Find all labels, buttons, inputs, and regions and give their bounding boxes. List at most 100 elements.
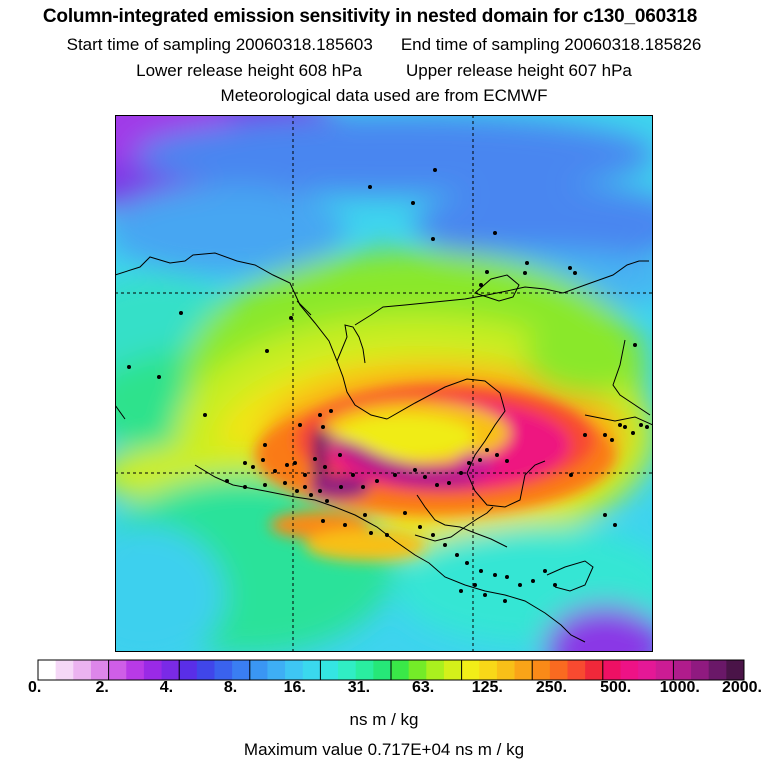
release-site-marker-icon [321, 519, 325, 523]
colorbar-cell [532, 660, 551, 680]
release-site-marker-icon [613, 523, 617, 527]
colorbar-cell [726, 660, 745, 680]
colorbar-tick-label: 125. [472, 679, 503, 695]
colorbar-cell [567, 660, 586, 680]
release-site-marker-icon [505, 575, 509, 579]
release-site-marker-icon [283, 481, 287, 485]
colorbar-cell [214, 660, 233, 680]
colorbar-tick-label: 250. [536, 679, 567, 695]
release-site-marker-icon [338, 453, 342, 457]
release-site-marker-icon [523, 271, 527, 275]
release-site-marker-icon [261, 458, 265, 462]
release-site-marker-icon [485, 270, 489, 274]
met-data-label: Meteorological data used are from ECMWF [220, 86, 548, 105]
release-site-marker-icon [645, 425, 649, 429]
release-site-marker-icon [431, 237, 435, 241]
release-site-marker-icon [285, 463, 289, 467]
release-site-marker-icon [568, 266, 572, 270]
colorbar-cell [585, 660, 604, 680]
release-site-marker-icon [505, 459, 509, 463]
release-site-marker-icon [403, 511, 407, 515]
release-site-marker-icon [459, 589, 463, 593]
release-site-marker-icon [478, 458, 482, 462]
colorbar-tick-label: 1000. [660, 679, 700, 695]
release-site-marker-icon [639, 423, 643, 427]
release-site-marker-icon [455, 553, 459, 557]
colorbar-cell [320, 660, 339, 680]
colorbar-cell [90, 660, 110, 680]
release-site-marker-icon [393, 473, 397, 477]
colorbar-tick-labels: 0. 2. 4. 8. 16. 31. 63. 125. 250. 500. 1000. 2000. [28, 679, 762, 695]
colorbar-cell [196, 660, 215, 680]
release-site-marker-icon [369, 531, 373, 535]
lower-release-label: Lower release height 608 hPa [136, 61, 362, 80]
release-site-marker-icon [467, 461, 471, 465]
release-site-marker-icon [583, 433, 587, 437]
release-site-marker-icon [618, 423, 622, 427]
release-site-marker-icon [225, 479, 229, 483]
release-site-marker-icon [243, 461, 247, 465]
colorbar-tick-label: 2. [96, 679, 109, 695]
release-site-marker-icon [418, 525, 422, 529]
release-site-marker-icon [295, 489, 299, 493]
colorbar-cell [479, 660, 498, 680]
release-site-marker-icon [127, 365, 131, 369]
release-site-marker-icon [435, 483, 439, 487]
release-site-marker-icon [368, 185, 372, 189]
colorbar-cell [496, 660, 516, 680]
colorbar-cell [338, 660, 357, 680]
release-site-marker-icon [473, 583, 477, 587]
colorbar-cell [232, 660, 251, 680]
release-site-marker-icon [179, 311, 183, 315]
release-site-marker-icon [603, 433, 607, 437]
colorbar-cell [73, 660, 92, 680]
colorbar-cells [37, 659, 745, 681]
colorbar-cell [708, 660, 727, 680]
release-site-marker-icon [289, 316, 293, 320]
colorbar-cell [126, 660, 145, 680]
colorbar-cell [55, 660, 74, 680]
release-site-marker-icon [361, 485, 365, 489]
sensitivity-field [115, 115, 653, 652]
colorbar-cell [373, 660, 392, 680]
release-site-marker-icon [495, 453, 499, 457]
release-site-marker-icon [263, 443, 267, 447]
release-site-marker-icon [610, 438, 614, 442]
release-site-marker-icon [313, 457, 317, 461]
colorbar-cell [638, 660, 657, 680]
release-site-marker-icon [479, 283, 483, 287]
colorbar-tick-label: 2000. [722, 679, 762, 695]
colorbar-cell [620, 660, 639, 680]
colorbar-cell [514, 660, 533, 680]
release-site-marker-icon [553, 583, 557, 587]
colorbar-cell [302, 660, 321, 680]
release-site-marker-icon [273, 469, 277, 473]
release-site-marker-icon [343, 523, 347, 527]
release-site-marker-icon [493, 231, 497, 235]
colorbar-cell [108, 660, 127, 680]
release-site-marker-icon [263, 483, 267, 487]
release-site-marker-icon [411, 201, 415, 205]
colorbar-tick-label: 16. [284, 679, 306, 695]
release-site-marker-icon [375, 479, 379, 483]
release-height-line: Lower release height 608 hPa Upper releas… [0, 61, 768, 81]
start-time-label: Start time of sampling 20060318.185603 [66, 35, 373, 54]
release-site-marker-icon [531, 579, 535, 583]
colorbar-cell [285, 660, 304, 680]
release-site-marker-icon [631, 431, 635, 435]
upper-release-label: Upper release height 607 hPa [406, 61, 632, 80]
release-site-marker-icon [525, 261, 529, 265]
release-site-marker-icon [203, 413, 207, 417]
release-site-marker-icon [309, 493, 313, 497]
release-site-marker-icon [503, 599, 507, 603]
colorbar: 0. 2. 4. 8. 16. 31. 63. 125. 250. 500. 1000. 2000. [28, 659, 762, 695]
release-site-marker-icon [603, 513, 607, 517]
colorbar-tick-label: 0. [28, 679, 41, 695]
colorbar-cell [602, 660, 621, 680]
release-site-marker-icon [633, 343, 637, 347]
colorbar-cell [691, 660, 710, 680]
colorbar-cell [161, 660, 180, 680]
release-site-marker-icon [157, 375, 161, 379]
colorbar-tick-label: 500. [600, 679, 631, 695]
release-site-marker-icon [518, 583, 522, 587]
